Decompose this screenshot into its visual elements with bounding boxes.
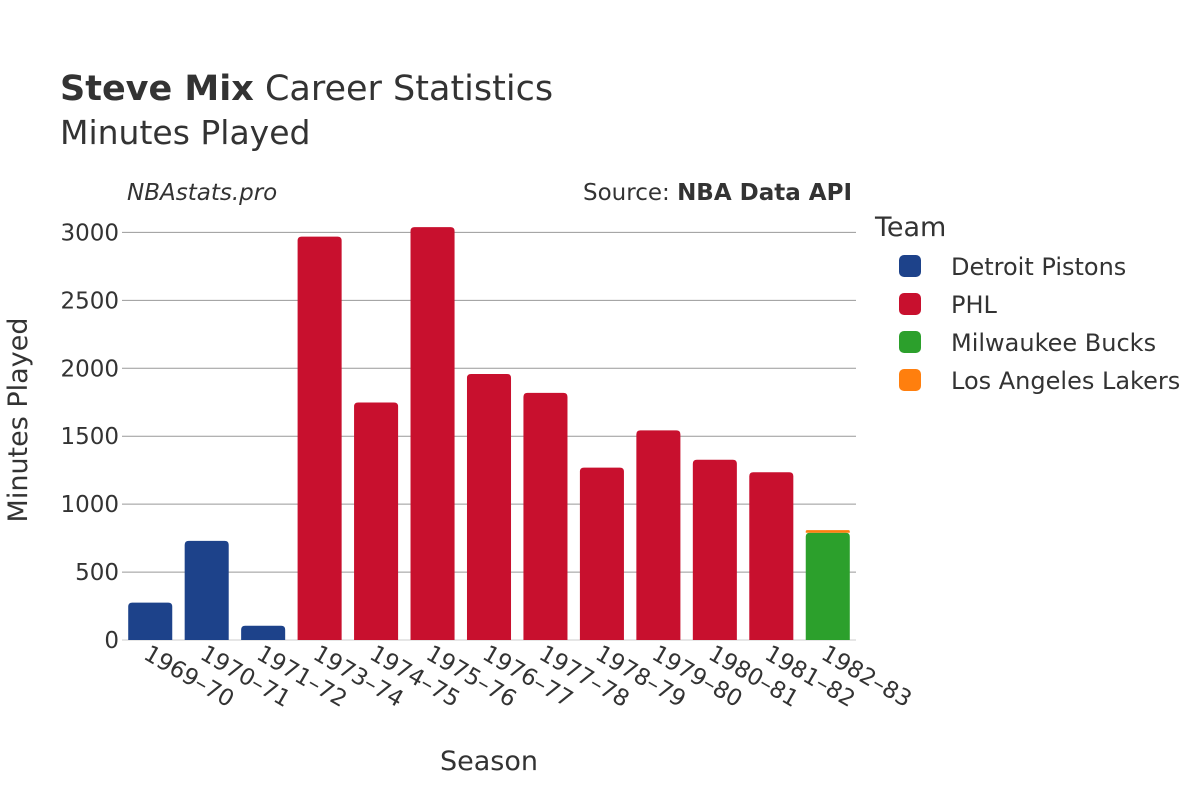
bar-phl-1973–74 (297, 236, 342, 640)
legend-swatch (899, 369, 921, 391)
bar-phl-1979–80 (636, 430, 681, 640)
legend: Detroit Pistons PHL Milwaukee Bucks Los Ang… (899, 253, 1180, 395)
y-axis-title: Minutes Played (3, 318, 34, 523)
watermark: NBAstats.pro (127, 180, 277, 206)
bar-milwaukee-bucks-1982–83 (805, 532, 850, 640)
bar-detroit-pistons-1969–70 (128, 602, 173, 640)
chart-title: Steve Mix Career Statistics (60, 69, 553, 109)
bar-phl-1974–75 (354, 402, 399, 640)
bar-los-angeles-lakers-1982–83 (805, 530, 850, 533)
y-tick-label: 1500 (60, 424, 119, 450)
legend-item-label: PHL (951, 291, 998, 319)
title-suffix: Career Statistics (265, 69, 553, 109)
bar-phl-1976–77 (466, 373, 512, 640)
source-credit: Source: NBA Data API (583, 180, 852, 206)
bar-phl-1975–76 (410, 227, 455, 640)
y-tick-label: 3000 (60, 220, 119, 246)
legend-item-label: Detroit Pistons (951, 253, 1126, 281)
source-prefix: Source: (583, 180, 677, 206)
chart-subtitle: Minutes Played (60, 113, 310, 152)
legend-title: Team (874, 212, 946, 243)
y-tick-label: 500 (75, 560, 119, 586)
x-axis-title: Season (440, 746, 538, 777)
source-name: NBA Data API (677, 180, 852, 206)
player-name: Steve Mix (60, 69, 254, 109)
legend-item-label: Los Angeles Lakers (951, 367, 1180, 395)
y-tick-label: 1000 (60, 492, 119, 518)
bar-phl-1977–78 (523, 392, 568, 640)
y-tick-label: 2000 (60, 356, 119, 382)
legend-item-label: Milwaukee Bucks (951, 329, 1156, 357)
legend-swatch (899, 255, 921, 277)
legend-swatch (899, 293, 921, 315)
x-axis-ticks: 1969–701970–711971–721973–741974–751975–… (139, 641, 916, 713)
bar-phl-1980–81 (692, 459, 737, 640)
y-tick-label: 0 (104, 628, 119, 654)
bar-phl-1981–82 (749, 472, 794, 640)
y-axis-ticks: 0 500 1000 1500 2000 2500 3000 (60, 220, 119, 654)
bar-detroit-pistons-1971–72 (241, 625, 286, 640)
bar-phl-1978–79 (579, 467, 624, 640)
bar-detroit-pistons-1970–71 (184, 540, 229, 640)
bars (128, 227, 850, 640)
y-tick-label: 2500 (60, 288, 119, 314)
legend-swatch (899, 331, 921, 353)
